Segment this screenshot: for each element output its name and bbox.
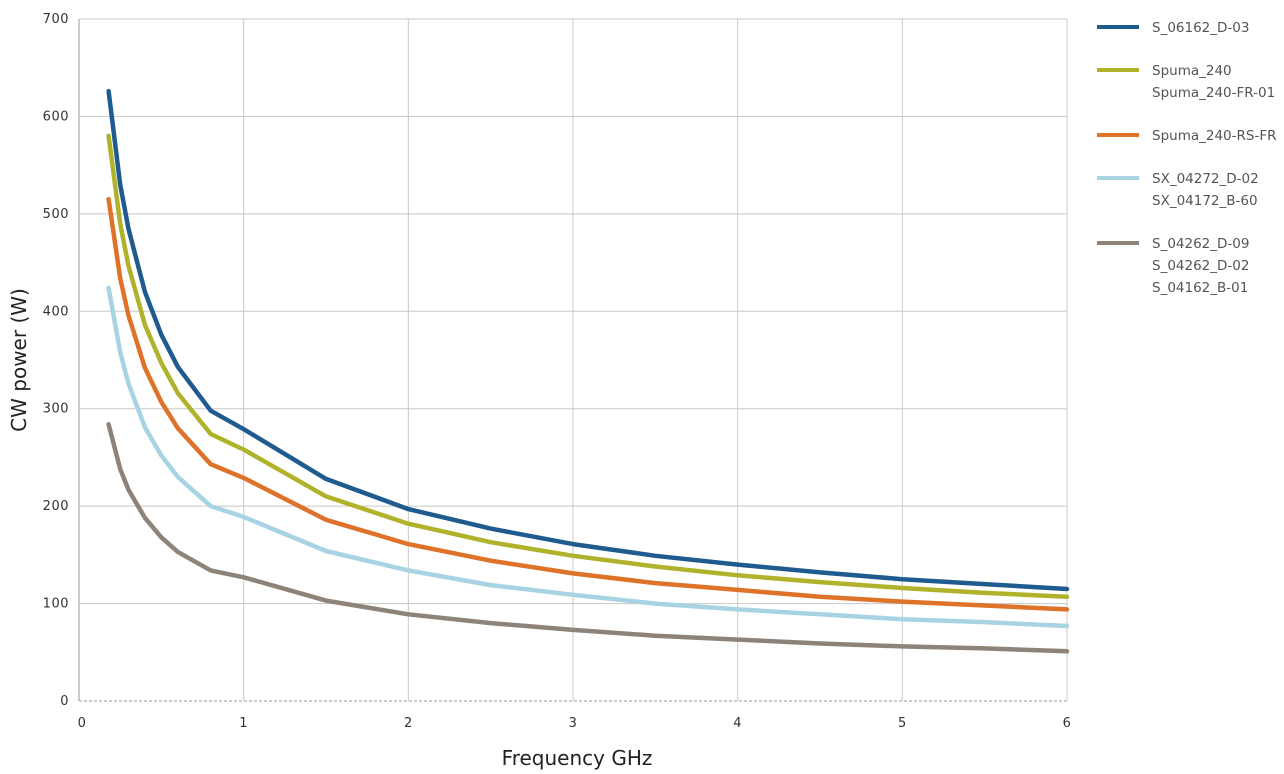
y-tick-label: 0 — [60, 694, 69, 709]
series-line-0 — [106, 88, 1070, 592]
y-tick-label: 300 — [43, 402, 69, 417]
y-axis-title: CW power (W) — [7, 288, 31, 432]
legend-label: Spuma_240-FR-01 — [1152, 85, 1275, 101]
series-line-3 — [106, 285, 1070, 629]
x-tick-label: 6 — [1063, 716, 1072, 731]
legend-item: Spuma_240-RS-FR — [1097, 128, 1276, 144]
x-tick-label: 0 — [78, 716, 87, 731]
x-axis-title: Frequency GHz — [502, 746, 653, 770]
legend-label: Spuma_240 — [1152, 63, 1232, 79]
y-tick-label: 100 — [43, 597, 69, 612]
x-tick-label: 3 — [569, 716, 578, 731]
legend-label: S_04162_B-01 — [1152, 280, 1248, 296]
legend-item: SX_04272_D-02 SX_04172_B-60 — [1097, 171, 1259, 209]
x-tick-label: 4 — [733, 716, 742, 731]
legend-label: SX_04172_B-60 — [1152, 193, 1258, 209]
series-line-2 — [106, 196, 1070, 612]
y-tick-label: 200 — [43, 499, 69, 514]
axes: 0 100 200 300 400 500 600 700 0 1 2 3 4 5 6 — [43, 12, 1072, 731]
legend-item: Spuma_240 Spuma_240-FR-01 — [1097, 63, 1275, 101]
legend: S_06162_D-03Spuma_240Spuma_240-FR-01Spum… — [1097, 20, 1276, 296]
legend-label: SX_04272_D-02 — [1152, 171, 1259, 187]
legend-label: S_04262_D-02 — [1152, 258, 1249, 274]
y-tick-label: 400 — [43, 304, 69, 319]
series-lines — [106, 88, 1070, 654]
x-tick-label: 2 — [404, 716, 413, 731]
x-tick-label: 1 — [239, 716, 248, 731]
legend-label: S_04262_D-09 — [1152, 236, 1249, 252]
y-tick-label: 500 — [43, 207, 69, 222]
legend-item: S_06162_D-03 — [1097, 20, 1249, 36]
grid — [79, 18, 1068, 701]
y-tick-label: 600 — [43, 109, 69, 124]
series-line-4 — [106, 422, 1070, 654]
y-tick-label: 700 — [43, 12, 69, 27]
x-tick-label: 5 — [898, 716, 907, 731]
legend-item: S_04262_D-09 S_04262_D-02 S_04162_B-01 — [1097, 236, 1249, 296]
series-line-1 — [106, 133, 1070, 600]
legend-label: S_06162_D-03 — [1152, 20, 1249, 36]
legend-label: Spuma_240-RS-FR — [1152, 128, 1276, 144]
